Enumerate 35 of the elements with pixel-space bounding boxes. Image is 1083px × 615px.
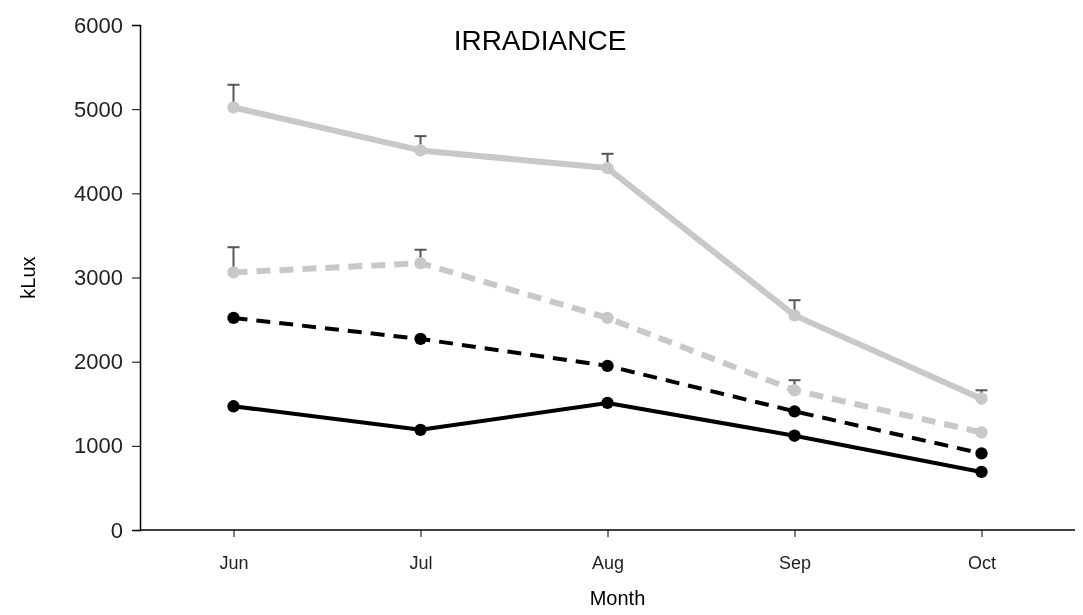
point	[975, 426, 988, 439]
point	[788, 429, 801, 442]
y-tick-label: 6000	[74, 12, 123, 38]
point	[601, 161, 614, 175]
y-tick-label: 1000	[74, 433, 123, 459]
point	[788, 405, 801, 418]
y-tick-label: 2000	[74, 349, 123, 375]
y-tick-label: 4000	[74, 180, 123, 206]
point	[788, 309, 801, 322]
point	[227, 266, 240, 279]
point	[414, 257, 427, 270]
point	[227, 101, 240, 114]
point	[975, 392, 988, 405]
x-tick-label: Sep	[778, 552, 812, 573]
y-axis-title: kLux	[17, 256, 39, 299]
point	[601, 311, 614, 325]
point	[414, 144, 427, 157]
point	[414, 332, 427, 346]
point	[227, 311, 240, 325]
x-tick-label: Oct	[967, 552, 997, 573]
x-tick-label: Aug	[591, 552, 625, 573]
point	[414, 423, 427, 437]
point	[601, 396, 614, 410]
y-tick-label: 3000	[74, 265, 123, 291]
point	[975, 465, 988, 479]
x-tick-label: Jul	[409, 552, 433, 573]
x-axis-title: Month	[589, 587, 646, 609]
y-tick-label: 5000	[74, 96, 123, 122]
point	[788, 384, 801, 397]
point	[601, 359, 614, 373]
point	[227, 400, 240, 413]
x-tick-label: Jun	[219, 552, 249, 573]
chart-title: IRRADIANCE	[453, 25, 627, 56]
y-tick-label: 0	[110, 517, 123, 543]
point	[975, 447, 988, 460]
